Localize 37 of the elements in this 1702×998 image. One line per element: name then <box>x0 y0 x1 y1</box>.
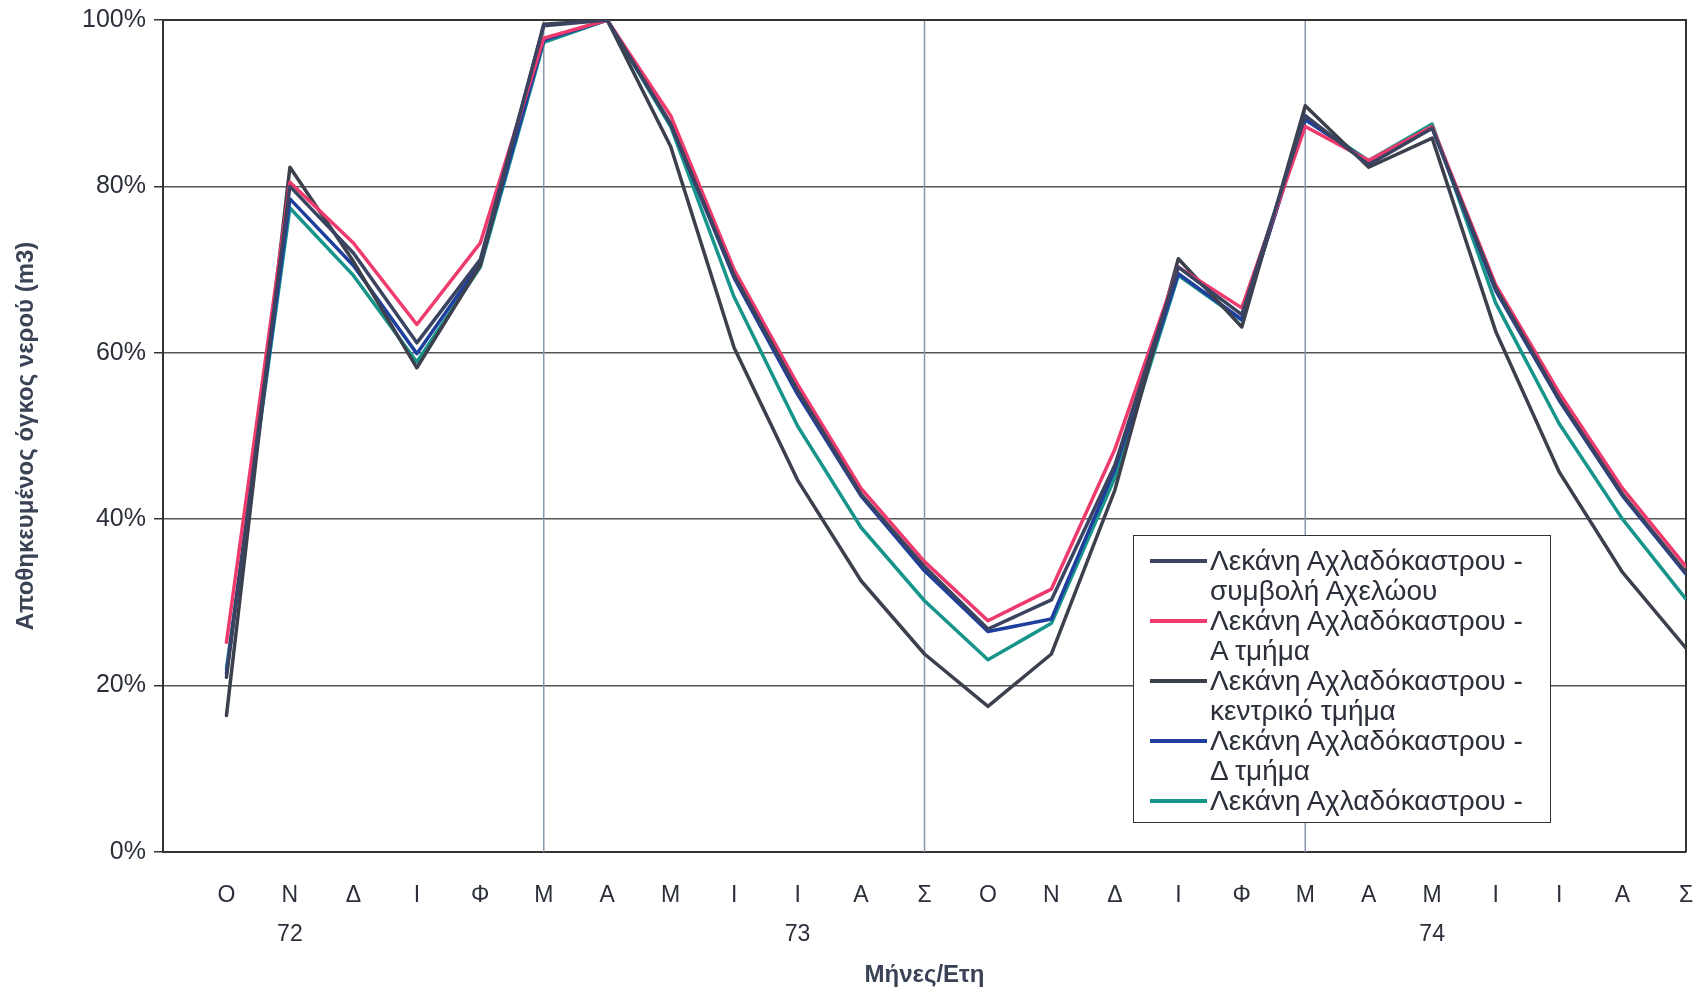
x-tick-label: Δ <box>345 880 362 907</box>
x-axis-title: Μήνες/Ετη <box>864 960 985 988</box>
x-tick-label: Ν 72 <box>277 880 303 946</box>
legend-label: Λεκάνη Αχλαδόκαστρου - Α τμήμα <box>1210 605 1524 666</box>
x-tick-label: Σ <box>1678 880 1694 907</box>
x-tick-label: Α <box>853 880 870 907</box>
x-tick-label: Μ <box>534 880 554 907</box>
x-tick-label: Ι <box>730 880 738 907</box>
x-tick-label: Ι <box>1175 880 1182 907</box>
y-tick-label: 40% <box>95 503 146 532</box>
x-tick-label: Μ <box>1295 880 1315 907</box>
x-tick-label: Δ <box>1107 880 1123 907</box>
x-tick-label: Α <box>1614 880 1631 907</box>
x-tick-label: Φ <box>1232 880 1251 907</box>
x-tick-label: Ι 73 <box>784 880 811 946</box>
x-tick-label: Α <box>1361 880 1378 907</box>
x-tick-label: Μ <box>661 880 681 907</box>
y-axis-title: Αποθηκευμένος όγκος νερού (m3) <box>11 241 39 631</box>
x-tick-label: Ο <box>217 880 236 907</box>
y-tick-label: 100% <box>82 3 146 32</box>
x-tick-label: Ο <box>979 880 997 907</box>
x-tick-label: Α <box>599 880 616 907</box>
legend-label: Λεκάνη Αχλαδόκαστρου - κεντρικό τμήμα <box>1210 665 1524 726</box>
x-tick-label: Ι <box>413 880 421 907</box>
y-tick-label: 80% <box>95 170 146 199</box>
x-tick-label: Μ 74 <box>1419 880 1446 946</box>
y-tick-label: 60% <box>95 336 146 365</box>
legend-label: Λεκάνη Αχλαδόκαστρου - συμβολή Αχελώου <box>1210 545 1524 606</box>
y-tick-label: 20% <box>95 669 146 698</box>
x-tick-label: Ι <box>1555 880 1563 907</box>
x-tick-label: Ι <box>1492 880 1499 907</box>
y-tick-label: 0% <box>109 835 146 864</box>
x-tick-label: Φ <box>471 880 490 907</box>
legend-label: Λεκάνη Αχλαδόκαστρου - Δ τμήμα <box>1210 725 1524 786</box>
legend-label: Λεκάνη Αχλαδόκαστρου - <box>1210 785 1524 816</box>
x-tick-label: Ν <box>1043 880 1060 907</box>
x-tick-label: Σ <box>917 880 932 907</box>
